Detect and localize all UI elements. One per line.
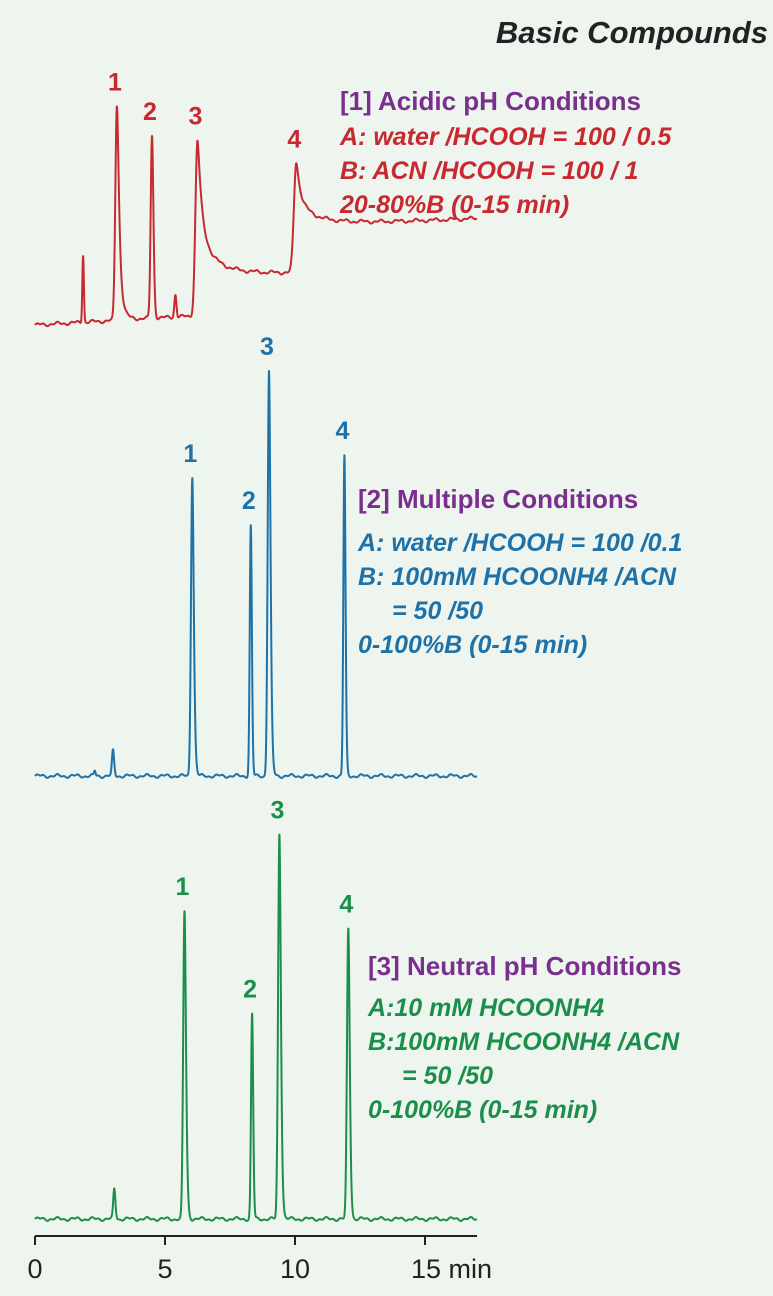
peak-label: 2 <box>243 975 257 1003</box>
condition-line: 20-80%B (0-15 min) <box>339 191 569 219</box>
condition-line: = 50 /50 <box>402 1062 493 1090</box>
condition-line: B: 100mM HCOONH4 /ACN <box>358 563 677 591</box>
trace-line-2 <box>34 369 478 779</box>
x-tick-label: 15 min <box>411 1254 492 1284</box>
condition-line: A: water /HCOOH = 100 / 0.5 <box>339 123 672 151</box>
condition-line: A: water /HCOOH = 100 /0.1 <box>357 529 682 557</box>
x-tick-label: 5 <box>157 1254 172 1284</box>
condition-line: B: ACN /HCOOH = 100 / 1 <box>340 157 638 185</box>
x-tick-label: 0 <box>27 1254 42 1284</box>
condition-line: 0-100%B (0-15 min) <box>368 1096 597 1124</box>
x-tick-label: 10 <box>280 1254 310 1284</box>
condition-line: = 50 /50 <box>392 597 483 625</box>
condition-line: A:10 mM HCOONH4 <box>367 994 604 1022</box>
panel-3: 1 2 3 4 [3] Neutral pH Conditions A:10 mM HCO… <box>34 797 681 1222</box>
peak-label: 1 <box>176 873 190 901</box>
condition-line: 0-100%B (0-15 min) <box>358 631 587 659</box>
x-axis: 0 5 10 15 min <box>27 1235 492 1284</box>
trace-line-1 <box>34 105 478 328</box>
peak-label: 4 <box>335 417 349 445</box>
peak-label: 3 <box>189 103 203 131</box>
condition-heading: [3] Neutral pH Conditions <box>368 951 681 981</box>
panel-2: 1 2 3 4 [2] Multiple Conditions A: water /HCO… <box>34 333 682 779</box>
peak-label: 4 <box>339 890 353 918</box>
panel-1: 12 3 4 [1] Acidic pH Conditions A: water /HC… <box>34 68 672 328</box>
peak-label: 2 <box>143 98 157 126</box>
peak-label: 3 <box>260 333 274 361</box>
condition-heading: [1] Acidic pH Conditions <box>340 86 641 116</box>
peak-label: 3 <box>270 797 284 825</box>
peak-label: 2 <box>242 487 256 515</box>
peak-label: 1 <box>108 68 122 96</box>
condition-heading: [2] Multiple Conditions <box>358 484 638 514</box>
peak-label: 1 <box>183 440 197 468</box>
trace-line-3 <box>34 833 478 1222</box>
chart-title: Basic Compounds <box>496 15 768 50</box>
peak-label: 4 <box>287 125 301 153</box>
condition-line: B:100mM HCOONH4 /ACN <box>368 1028 680 1056</box>
